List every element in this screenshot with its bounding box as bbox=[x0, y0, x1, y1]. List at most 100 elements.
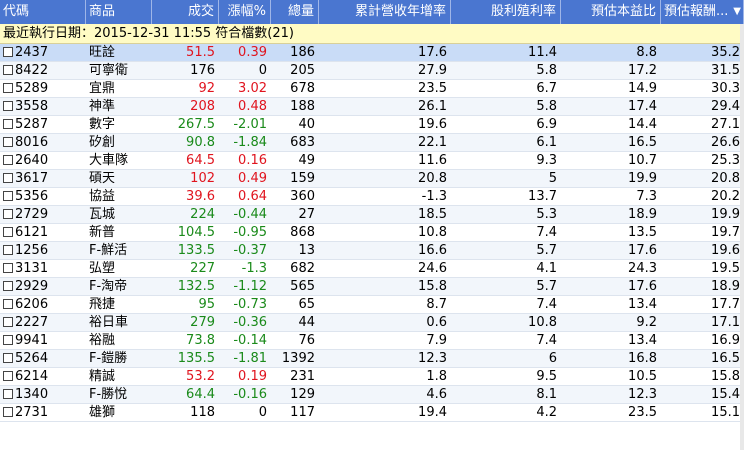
column-header-volume[interactable]: 總量 bbox=[271, 0, 319, 24]
estimated-pe-cell: 16.8 bbox=[628, 351, 657, 366]
vertical-scrollbar[interactable] bbox=[740, 24, 744, 450]
code-cell: 1340 bbox=[0, 386, 86, 404]
dividend-yield-cell: 11.4 bbox=[528, 45, 557, 60]
last-run-info-bar: 最近執行日期：2015-12-31 11:55 符合檔數(21) bbox=[0, 24, 744, 44]
price-cell: 176 bbox=[190, 63, 215, 78]
stock-name-cell: 旺詮 bbox=[89, 45, 116, 60]
estimated-return-cell: 29.4 bbox=[711, 99, 740, 114]
stock-code: 2227 bbox=[15, 315, 49, 330]
table-row[interactable]: 1256 F-鮮活 133.5 -0.37 13 16.6 5.7 17.6 19.6 bbox=[0, 242, 744, 260]
row-checkbox[interactable] bbox=[3, 119, 13, 129]
table-row[interactable]: 9941 裕融 73.8 -0.14 76 7.9 7.4 13.4 16.9 bbox=[0, 332, 744, 350]
table-row[interactable]: 3131 弘塑 227 -1.3 682 24.6 4.1 24.3 19.5 bbox=[0, 260, 744, 278]
code-cell: 2929 bbox=[0, 278, 86, 296]
estimated-return-cell: 35.2 bbox=[711, 45, 740, 60]
dividend-yield-cell: 6.1 bbox=[536, 135, 557, 150]
volume-cell: 76 bbox=[298, 333, 315, 348]
row-checkbox[interactable] bbox=[3, 191, 13, 201]
stock-code: 2731 bbox=[15, 405, 49, 420]
code-cell: 8016 bbox=[0, 134, 86, 152]
row-checkbox[interactable] bbox=[3, 371, 13, 381]
stock-code: 2729 bbox=[15, 207, 49, 222]
row-checkbox[interactable] bbox=[3, 263, 13, 273]
estimated-pe-cell: 14.4 bbox=[628, 117, 657, 132]
table-row[interactable]: 2437 旺詮 51.5 0.39 186 17.6 11.4 8.8 35.2 bbox=[0, 44, 744, 62]
volume-cell: 129 bbox=[290, 387, 315, 402]
table-row[interactable]: 3617 碩天 102 0.49 159 20.8 5 19.9 20.8 bbox=[0, 170, 744, 188]
volume-cell: 65 bbox=[298, 297, 315, 312]
column-header-estimated-return[interactable]: 預估報酬... ▼ bbox=[661, 0, 744, 24]
row-checkbox[interactable] bbox=[3, 47, 13, 57]
stock-name-cell: 裕日車 bbox=[89, 315, 129, 330]
stock-code: 1256 bbox=[15, 243, 49, 258]
table-row[interactable]: 6206 飛捷 95 -0.73 65 8.7 7.4 13.4 17.7 bbox=[0, 296, 744, 314]
table-row[interactable]: 8422 可寧衛 176 0 205 27.9 5.8 17.2 31.5 bbox=[0, 62, 744, 80]
stock-code: 3131 bbox=[15, 261, 49, 276]
revenue-growth-cell: 7.9 bbox=[426, 333, 447, 348]
row-checkbox[interactable] bbox=[3, 407, 13, 417]
row-checkbox[interactable] bbox=[3, 65, 13, 75]
table-row[interactable]: 5289 宜鼎 92 3.02 678 23.5 6.7 14.9 30.3 bbox=[0, 80, 744, 98]
table-row[interactable]: 2731 雄獅 118 0 117 19.4 4.2 23.5 15.1 bbox=[0, 404, 744, 422]
row-checkbox[interactable] bbox=[3, 245, 13, 255]
row-checkbox[interactable] bbox=[3, 317, 13, 327]
table-row[interactable]: 6121 新普 104.5 -0.95 868 10.8 7.4 13.5 19.7 bbox=[0, 224, 744, 242]
revenue-growth-cell: 18.5 bbox=[418, 207, 447, 222]
row-checkbox[interactable] bbox=[3, 299, 13, 309]
stock-name-cell: 碩天 bbox=[89, 171, 116, 186]
revenue-growth-cell: 19.4 bbox=[418, 405, 447, 420]
estimated-pe-cell: 13.5 bbox=[628, 225, 657, 240]
dividend-yield-cell: 4.2 bbox=[536, 405, 557, 420]
column-header-dividend-yield[interactable]: 股利殖利率 bbox=[451, 0, 561, 24]
dividend-yield-cell: 6.7 bbox=[536, 81, 557, 96]
row-checkbox[interactable] bbox=[3, 155, 13, 165]
table-row[interactable]: 1340 F-勝悅 64.4 -0.16 129 4.6 8.1 12.3 15.4 bbox=[0, 386, 744, 404]
row-checkbox[interactable] bbox=[3, 335, 13, 345]
table-row[interactable]: 8016 矽創 90.8 -1.84 683 22.1 6.1 16.5 26.6 bbox=[0, 134, 744, 152]
table-row[interactable]: 2640 大車隊 64.5 0.16 49 11.6 9.3 10.7 25.3 bbox=[0, 152, 744, 170]
price-cell: 90.8 bbox=[186, 135, 215, 150]
table-row[interactable]: 2729 瓦城 224 -0.44 27 18.5 5.3 18.9 19.9 bbox=[0, 206, 744, 224]
stock-name-cell: 協益 bbox=[89, 189, 116, 204]
row-checkbox[interactable] bbox=[3, 137, 13, 147]
table-row[interactable]: 2227 裕日車 279 -0.36 44 0.6 10.8 9.2 17.1 bbox=[0, 314, 744, 332]
column-header-estimated-pe[interactable]: 預估本益比 bbox=[561, 0, 661, 24]
row-checkbox[interactable] bbox=[3, 173, 13, 183]
column-header-code[interactable]: 代碼 bbox=[0, 0, 86, 24]
table-row[interactable]: 5264 F-鎧勝 135.5 -1.81 1392 12.3 6 16.8 16.5 bbox=[0, 350, 744, 368]
revenue-growth-cell: 12.3 bbox=[418, 351, 447, 366]
row-checkbox[interactable] bbox=[3, 83, 13, 93]
code-cell: 6206 bbox=[0, 296, 86, 314]
price-cell: 102 bbox=[190, 171, 215, 186]
column-header-change-pct[interactable]: 漲幅% bbox=[219, 0, 271, 24]
row-checkbox[interactable] bbox=[3, 353, 13, 363]
row-checkbox[interactable] bbox=[3, 209, 13, 219]
column-header-revenue-growth[interactable]: 累計營收年增率 bbox=[319, 0, 451, 24]
row-checkbox[interactable] bbox=[3, 389, 13, 399]
table-row[interactable]: 2929 F-淘帝 132.5 -1.12 565 15.8 5.7 17.6 18.9 bbox=[0, 278, 744, 296]
column-header-price[interactable]: 成交 bbox=[152, 0, 219, 24]
sort-descending-icon[interactable]: ▼ bbox=[733, 6, 741, 17]
revenue-growth-cell: 16.6 bbox=[418, 243, 447, 258]
volume-cell: 44 bbox=[298, 315, 315, 330]
estimated-pe-cell: 16.5 bbox=[628, 135, 657, 150]
row-checkbox[interactable] bbox=[3, 281, 13, 291]
table-row[interactable]: 3558 神準 208 0.48 188 26.1 5.8 17.4 29.4 bbox=[0, 98, 744, 116]
estimated-pe-cell: 18.9 bbox=[628, 207, 657, 222]
code-cell: 9941 bbox=[0, 332, 86, 350]
revenue-growth-cell: 4.6 bbox=[426, 387, 447, 402]
volume-cell: 40 bbox=[298, 117, 315, 132]
row-checkbox[interactable] bbox=[3, 227, 13, 237]
row-checkbox[interactable] bbox=[3, 101, 13, 111]
price-cell: 118 bbox=[190, 405, 215, 420]
code-cell: 6214 bbox=[0, 368, 86, 386]
table-row[interactable]: 5287 數字 267.5 -2.01 40 19.6 6.9 14.4 27.1 bbox=[0, 116, 744, 134]
column-header-name[interactable]: 商品 bbox=[86, 0, 152, 24]
table-row[interactable]: 5356 協益 39.6 0.64 360 -1.3 13.7 7.3 20.2 bbox=[0, 188, 744, 206]
dividend-yield-cell: 5.3 bbox=[536, 207, 557, 222]
revenue-growth-cell: 1.8 bbox=[426, 369, 447, 384]
price-cell: 51.5 bbox=[186, 45, 215, 60]
estimated-pe-cell: 13.4 bbox=[628, 297, 657, 312]
table-row[interactable]: 6214 精誠 53.2 0.19 231 1.8 9.5 10.5 15.8 bbox=[0, 368, 744, 386]
price-cell: 64.4 bbox=[186, 387, 215, 402]
